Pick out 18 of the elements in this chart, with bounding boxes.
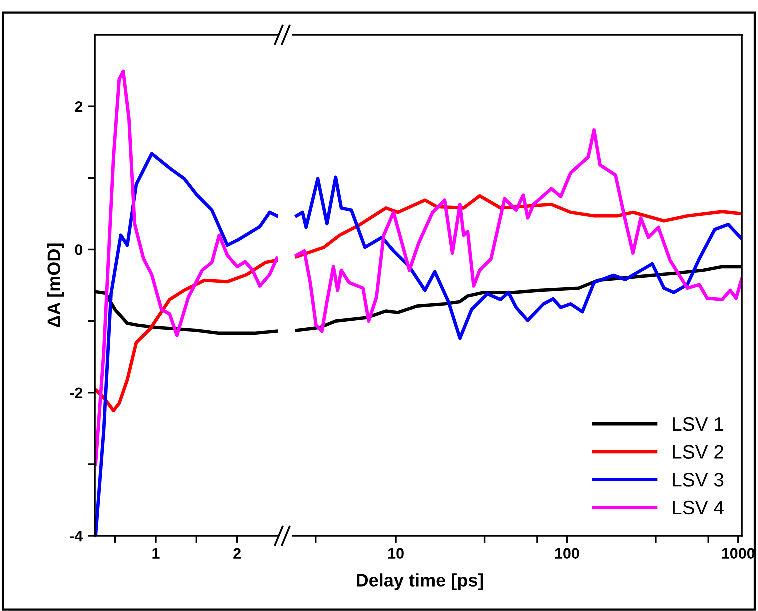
x-tick-label: 100	[555, 548, 580, 560]
legend-label: LSV 2	[673, 445, 724, 459]
y-tick-label: 0	[75, 244, 83, 256]
x-axis-title: Delay time [ps]	[356, 574, 484, 590]
y-tick-label: 2	[75, 101, 83, 112]
x-tick-label: 2	[234, 548, 241, 559]
legend-label: LSV 3	[673, 473, 724, 487]
x-tick-label: 10	[388, 548, 404, 560]
line-series	[95, 152, 278, 536]
y-axis-title: ΔA [mOD]	[47, 244, 64, 328]
line-series	[95, 258, 278, 412]
line-series	[95, 70, 278, 466]
x-tick-label: 1	[152, 548, 160, 559]
legend-label: LSV 4	[673, 500, 724, 515]
x-tick-label: 1000	[722, 548, 755, 560]
legend-label: LSV 1	[673, 417, 724, 432]
y-tick-label: -2	[70, 388, 83, 398]
y-tick-label: -4	[70, 531, 84, 542]
